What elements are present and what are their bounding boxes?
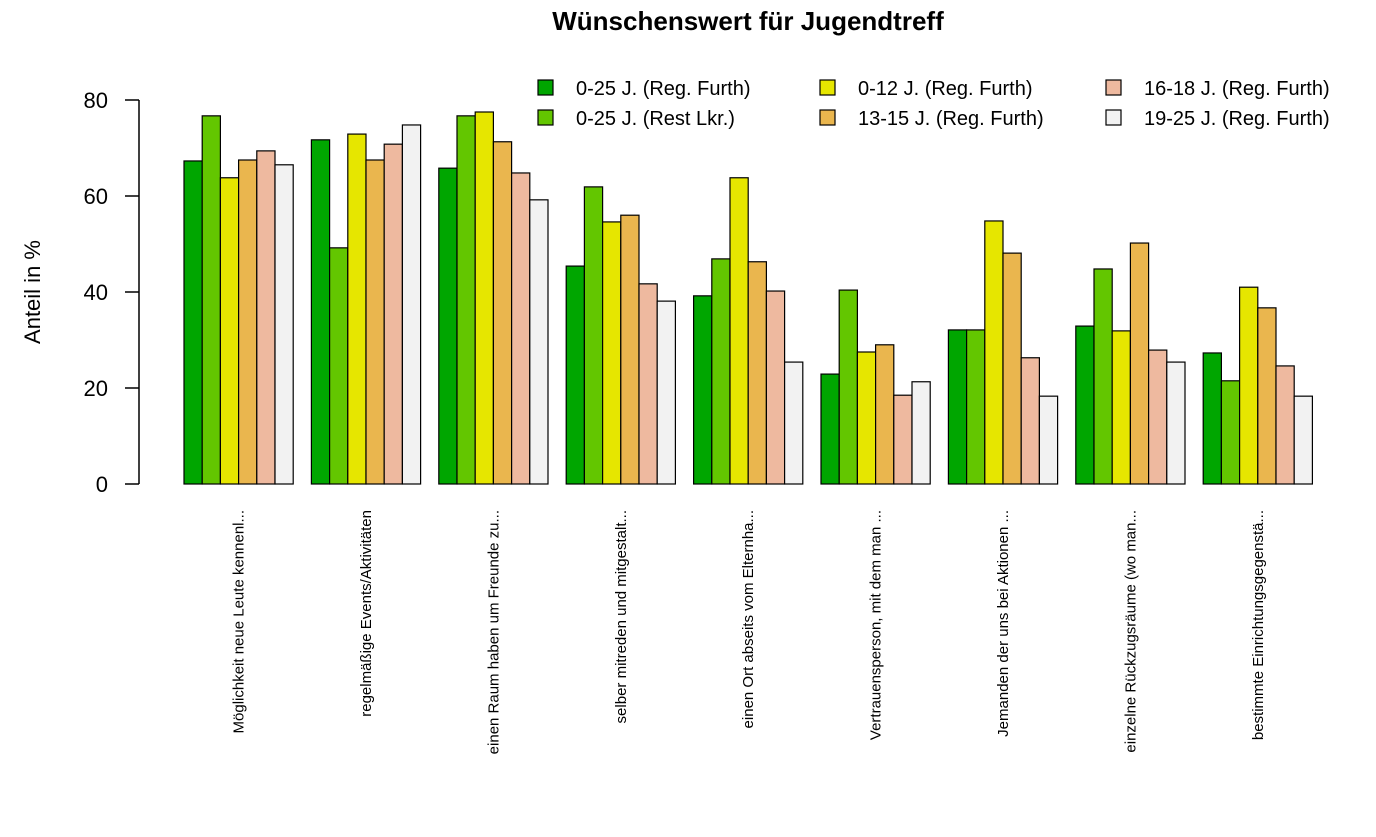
bar (601, 221, 622, 485)
legend-label: 0-25 J. (Reg. Furth) (576, 78, 751, 100)
bar (729, 177, 749, 485)
bar (783, 361, 804, 485)
bar (1202, 352, 1222, 485)
bar (947, 329, 968, 485)
bar (565, 265, 586, 485)
bar (1238, 286, 1259, 485)
legend-label: 0-25 J. (Rest Lkr.) (576, 108, 735, 130)
bar (1147, 349, 1168, 485)
bar (256, 150, 276, 485)
y-tick-label: 80 (84, 88, 108, 113)
y-axis-label: Anteil in % (20, 240, 45, 344)
bar (438, 167, 458, 485)
y-tick-label: 0 (96, 472, 108, 497)
bar (638, 283, 658, 485)
x-tick-label: selber mitreden und mitgestalt... (613, 510, 630, 723)
bar (1020, 357, 1041, 485)
legend-label: 19-25 J. (Reg. Furth) (1144, 108, 1330, 130)
bar (711, 258, 731, 485)
bar (474, 111, 495, 485)
x-tick-label: bestimmte Einrichtungsgegenstä... (1250, 510, 1267, 740)
x-tick-label: Jemanden der uns bei Aktionen ... (995, 510, 1012, 737)
bar (456, 115, 476, 485)
bar (1038, 395, 1059, 485)
bar (329, 247, 349, 485)
bar (583, 186, 604, 485)
bar (620, 214, 640, 485)
legend-label: 0-12 J. (Reg. Furth) (858, 78, 1033, 100)
chart-title: Wünschenswert für Jugendtreff (552, 6, 944, 36)
bar (1275, 365, 1295, 485)
x-tick-label: Vertrauensperson, mit dem man ... (868, 510, 885, 740)
y-tick-label: 60 (84, 184, 108, 209)
bar (238, 159, 258, 485)
legend-label: 13-15 J. (Reg. Furth) (858, 108, 1044, 130)
bar (511, 172, 531, 485)
bar (383, 143, 404, 485)
bar (365, 159, 385, 485)
bar (1220, 380, 1241, 485)
legend-label: 16-18 J. (Reg. Furth) (1144, 78, 1330, 100)
legend-swatch (1105, 109, 1122, 126)
bar (820, 373, 840, 485)
bar (1093, 268, 1113, 485)
bar (1129, 242, 1150, 485)
legend-swatch (1105, 79, 1122, 96)
bar (492, 141, 513, 485)
bar (692, 295, 713, 485)
bar (274, 164, 294, 485)
bar (347, 133, 367, 485)
bar (874, 344, 895, 485)
bar (893, 394, 913, 485)
bar (201, 115, 221, 485)
bar (1166, 361, 1186, 485)
bar (656, 300, 677, 485)
bar (401, 124, 422, 485)
bar (965, 329, 986, 485)
x-tick-label: Möglichkeit neue Leute kennenl... (231, 510, 248, 733)
bar (1293, 395, 1313, 485)
x-tick-label: einen Ort abseits vom Elternha... (740, 510, 757, 728)
bar (1075, 325, 1095, 485)
bar (1111, 330, 1131, 485)
x-tick-label: einen Raum haben um Freunde zu... (485, 510, 502, 754)
legend-swatch (537, 109, 554, 126)
bar (310, 139, 331, 485)
bar (1257, 307, 1277, 485)
legend-swatch (537, 79, 554, 96)
y-tick-label: 40 (84, 280, 108, 305)
bar (219, 177, 240, 485)
bar (529, 199, 549, 485)
bar (1002, 252, 1022, 485)
x-tick-label: regelmäßige Events/Aktivitäten (358, 510, 375, 717)
bar (838, 289, 859, 485)
bar (856, 351, 877, 485)
legend-swatch (819, 79, 836, 96)
legend-swatch (819, 109, 836, 126)
bar (747, 261, 768, 485)
bar (984, 220, 1004, 485)
bar (911, 381, 931, 485)
bar (183, 160, 203, 485)
y-tick-label: 20 (84, 376, 108, 401)
bar (765, 290, 786, 485)
x-tick-label: einzelne Rückzugsräume (wo man... (1122, 510, 1139, 753)
